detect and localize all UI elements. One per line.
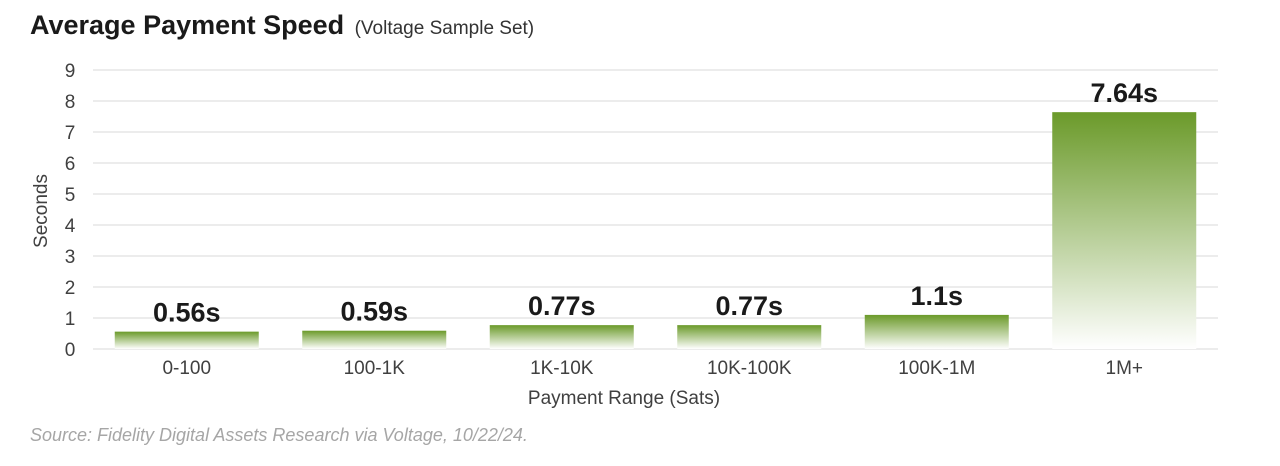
grid-lines — [93, 69, 1218, 350]
data-labels: 0.56s 0.59s 0.77s 0.77s 1.1s 7.64s — [153, 78, 1158, 327]
x-tick-label: 1M+ — [1106, 358, 1144, 379]
y-tick-label: 8 — [65, 92, 76, 113]
y-tick-label: 6 — [65, 154, 76, 175]
bar — [302, 330, 447, 349]
bar — [864, 314, 1009, 349]
y-tick-label: 5 — [65, 185, 76, 206]
x-tick-label: 100-1K — [344, 358, 406, 379]
y-tick-label: 3 — [65, 247, 76, 268]
data-label: 0.59s — [340, 297, 408, 327]
x-axis-ticks: 0-100 100-1K 1K-10K 10K-100K 100K-1M 1M+ — [162, 358, 1143, 379]
source-note: Source: Fidelity Digital Assets Research… — [30, 425, 528, 445]
x-tick-label: 10K-100K — [707, 358, 792, 379]
y-axis-label: Seconds — [31, 174, 52, 248]
data-label: 1.1s — [910, 281, 963, 311]
y-tick-label: 9 — [65, 61, 76, 82]
chart-subtitle: (Voltage Sample Set) — [354, 18, 535, 39]
bar — [489, 325, 634, 349]
x-tick-label: 0-100 — [162, 358, 211, 379]
data-label: 7.64s — [1090, 78, 1158, 108]
data-label: 0.77s — [715, 291, 783, 321]
x-tick-label: 100K-1M — [898, 358, 975, 379]
x-tick-label: 1K-10K — [530, 358, 594, 379]
bar — [1052, 112, 1197, 349]
bar — [677, 325, 822, 349]
y-tick-label: 1 — [65, 309, 76, 330]
chart-title: Average Payment Speed — [30, 10, 345, 40]
y-axis-ticks: 0 1 2 3 4 5 6 7 8 9 — [65, 61, 76, 361]
y-tick-label: 4 — [65, 216, 76, 237]
x-axis-label: Payment Range (Sats) — [528, 388, 720, 409]
y-tick-label: 7 — [65, 123, 76, 144]
y-tick-label: 0 — [65, 340, 76, 361]
data-label: 0.77s — [528, 291, 596, 321]
bar — [114, 331, 259, 349]
y-tick-label: 2 — [65, 278, 76, 299]
data-label: 0.56s — [153, 298, 221, 328]
chart-title-row: Average Payment Speed (Voltage Sample Se… — [30, 10, 534, 41]
bars — [114, 112, 1197, 349]
